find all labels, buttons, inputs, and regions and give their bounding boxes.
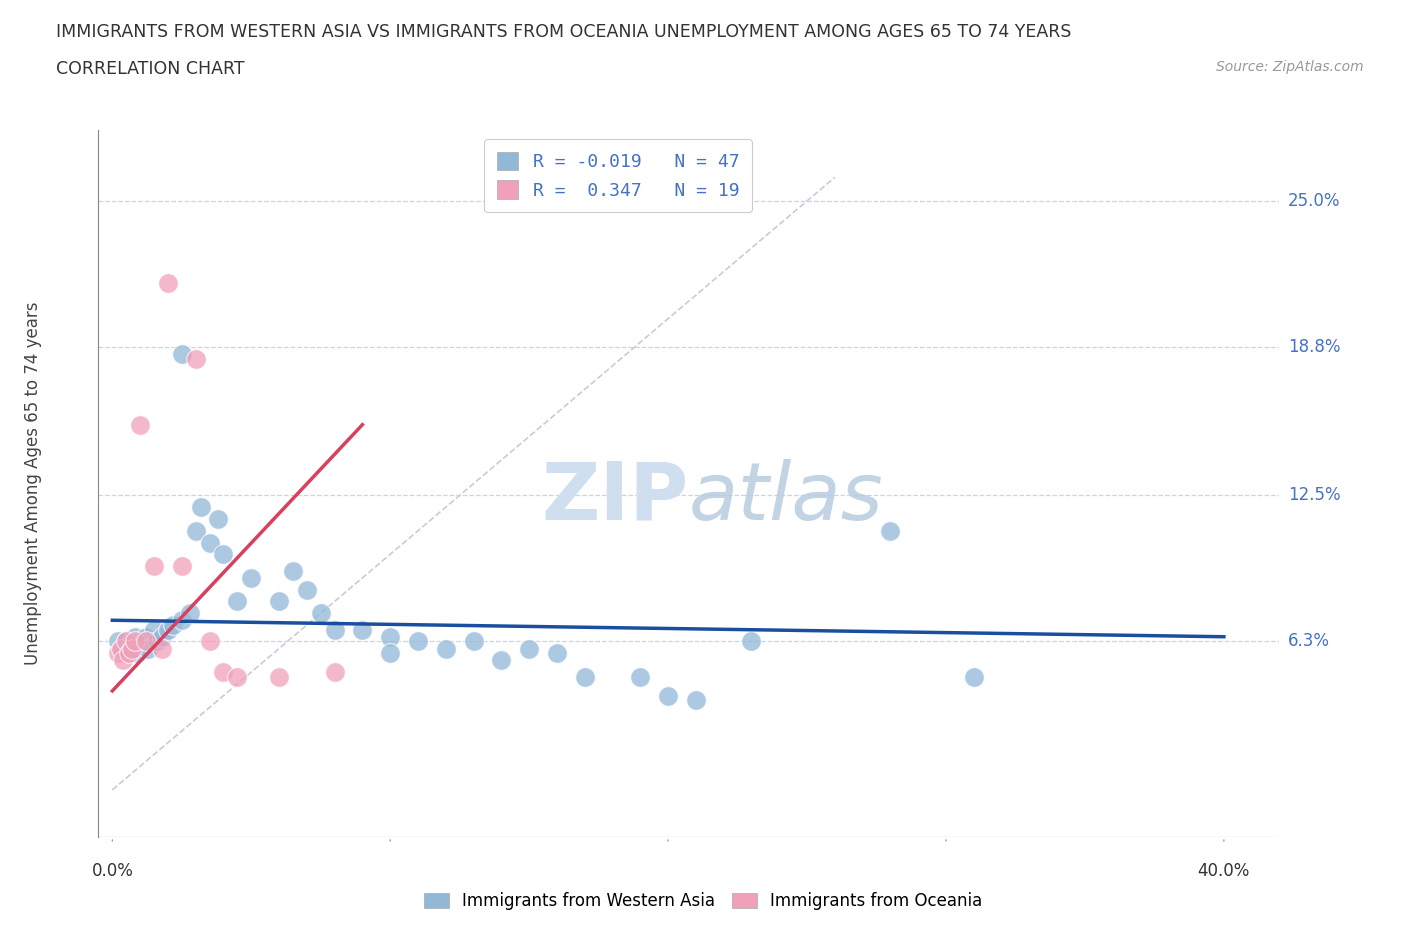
Point <box>517 641 540 656</box>
Point <box>170 613 193 628</box>
Point <box>574 670 596 684</box>
Point <box>190 499 212 514</box>
Point <box>138 641 160 656</box>
Point <box>323 622 346 637</box>
Point <box>380 630 402 644</box>
Point <box>110 641 132 656</box>
Legend: Immigrants from Western Asia, Immigrants from Oceania: Immigrants from Western Asia, Immigrants… <box>418 885 988 917</box>
Point <box>162 618 184 632</box>
Text: IMMIGRANTS FROM WESTERN ASIA VS IMMIGRANTS FROM OCEANIA UNEMPLOYMENT AMONG AGES : IMMIGRANTS FROM WESTERN ASIA VS IMMIGRAN… <box>56 23 1071 41</box>
Point <box>112 653 135 668</box>
Point <box>170 559 193 574</box>
Point <box>434 641 457 656</box>
Point <box>110 641 132 656</box>
Text: atlas: atlas <box>689 458 884 537</box>
Point <box>107 634 129 649</box>
Text: 12.5%: 12.5% <box>1288 486 1340 504</box>
Point <box>129 418 152 432</box>
Point <box>129 634 152 649</box>
Text: 0.0%: 0.0% <box>91 862 134 880</box>
Point <box>309 605 332 620</box>
Point <box>406 634 429 649</box>
Point <box>380 645 402 660</box>
Point <box>281 564 304 578</box>
Point <box>323 665 346 680</box>
Point <box>107 645 129 660</box>
Point <box>685 693 707 708</box>
Point <box>963 670 986 684</box>
Point <box>143 622 166 637</box>
Point <box>628 670 651 684</box>
Point <box>198 634 221 649</box>
Point <box>740 634 762 649</box>
Point <box>546 645 568 660</box>
Point <box>179 605 201 620</box>
Point <box>150 630 173 644</box>
Point <box>121 634 143 649</box>
Text: 40.0%: 40.0% <box>1198 862 1250 880</box>
Legend: R = -0.019   N = 47, R =  0.347   N = 19: R = -0.019 N = 47, R = 0.347 N = 19 <box>484 140 752 212</box>
Point <box>352 622 374 637</box>
Point <box>170 347 193 362</box>
Point <box>463 634 485 649</box>
Point <box>226 594 249 609</box>
Point <box>879 524 901 538</box>
Point <box>240 570 263 585</box>
Text: Source: ZipAtlas.com: Source: ZipAtlas.com <box>1216 60 1364 74</box>
Text: ZIP: ZIP <box>541 458 689 537</box>
Point <box>115 634 138 649</box>
Point <box>198 535 221 550</box>
Point <box>212 547 235 562</box>
Point <box>127 645 149 660</box>
Text: Unemployment Among Ages 65 to 74 years: Unemployment Among Ages 65 to 74 years <box>24 302 42 665</box>
Point <box>118 645 141 660</box>
Point <box>146 634 169 649</box>
Point <box>115 634 138 649</box>
Point <box>121 641 143 656</box>
Point <box>156 276 179 291</box>
Point <box>135 634 157 649</box>
Point <box>150 641 173 656</box>
Point <box>124 634 146 649</box>
Point <box>491 653 513 668</box>
Point <box>212 665 235 680</box>
Point <box>267 594 290 609</box>
Point <box>226 670 249 684</box>
Point <box>124 630 146 644</box>
Point <box>207 512 229 526</box>
Point <box>657 688 679 703</box>
Point <box>295 582 318 597</box>
Point <box>143 559 166 574</box>
Point <box>112 645 135 660</box>
Point <box>135 630 157 644</box>
Point <box>267 670 290 684</box>
Point <box>184 524 207 538</box>
Point <box>156 622 179 637</box>
Text: CORRELATION CHART: CORRELATION CHART <box>56 60 245 78</box>
Point <box>184 352 207 366</box>
Text: 25.0%: 25.0% <box>1288 192 1340 210</box>
Text: 6.3%: 6.3% <box>1288 632 1330 650</box>
Text: 18.8%: 18.8% <box>1288 338 1340 356</box>
Point <box>118 641 141 656</box>
